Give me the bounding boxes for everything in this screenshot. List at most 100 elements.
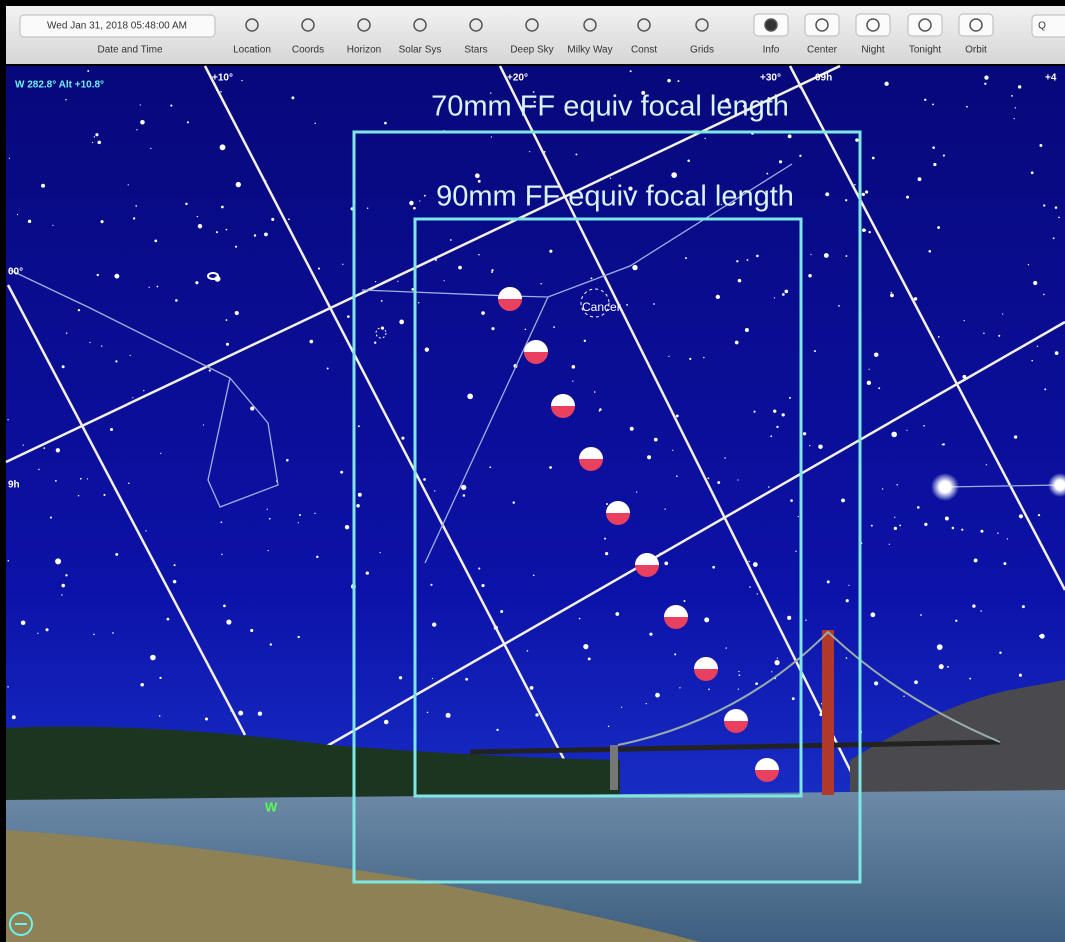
moon[interactable] (755, 758, 779, 782)
star (444, 280, 445, 281)
star (687, 159, 690, 162)
star (461, 485, 466, 490)
star (776, 426, 778, 428)
button-label: Night (861, 45, 885, 56)
star (583, 644, 588, 649)
star (854, 184, 855, 185)
star (195, 281, 198, 284)
star (980, 610, 982, 612)
star (93, 634, 95, 636)
star (299, 514, 301, 516)
star (1055, 206, 1058, 209)
star (61, 584, 65, 588)
star (530, 686, 534, 690)
button-label: Location (233, 45, 271, 56)
star (525, 329, 527, 331)
star (291, 96, 294, 99)
moon[interactable] (694, 657, 718, 681)
grid-label: +10° (212, 73, 233, 84)
search-field[interactable] (1032, 15, 1065, 37)
star (489, 466, 491, 468)
star (943, 155, 945, 157)
star (825, 192, 829, 196)
moon[interactable] (551, 394, 575, 418)
toolbar-button[interactable]: Center (805, 14, 839, 56)
star (130, 355, 131, 356)
moon[interactable] (724, 709, 748, 733)
moon[interactable] (664, 605, 688, 629)
star (862, 193, 865, 196)
toolbar-button[interactable]: Tonight (908, 14, 942, 56)
star (399, 676, 402, 679)
star (56, 448, 60, 452)
star (599, 408, 602, 411)
star (424, 195, 426, 197)
button-label: Tonight (909, 45, 941, 56)
star (803, 432, 806, 435)
star (175, 299, 178, 302)
star (366, 571, 369, 574)
star (235, 311, 239, 315)
star (314, 123, 315, 124)
star (671, 172, 677, 178)
object-label[interactable]: Cancer (582, 300, 621, 314)
star (43, 447, 45, 449)
star (38, 469, 39, 470)
star (845, 255, 847, 257)
star (1037, 346, 1038, 347)
star (87, 478, 88, 479)
star (41, 184, 45, 188)
star (314, 513, 315, 514)
star (154, 240, 157, 243)
star (226, 619, 231, 624)
star (672, 450, 673, 451)
star (309, 340, 313, 344)
star (115, 553, 118, 556)
star (7, 686, 8, 687)
star (1019, 514, 1023, 518)
star (792, 697, 795, 700)
star (159, 677, 161, 679)
moon[interactable] (606, 501, 630, 525)
star (738, 279, 742, 283)
moon[interactable] (524, 340, 548, 364)
star (724, 457, 725, 458)
star (316, 556, 318, 558)
moon[interactable] (498, 287, 522, 311)
star (136, 129, 137, 130)
star (423, 478, 426, 481)
star (1002, 313, 1003, 314)
star (66, 333, 67, 334)
star (704, 617, 709, 622)
star (896, 484, 897, 485)
star (270, 643, 272, 645)
star (491, 136, 492, 137)
star (140, 120, 145, 125)
star (205, 718, 208, 721)
star (491, 269, 493, 271)
star (674, 653, 676, 655)
star (869, 369, 870, 370)
star (226, 343, 229, 346)
star (150, 148, 151, 149)
moon[interactable] (635, 553, 659, 577)
button-face (856, 14, 890, 36)
star (782, 413, 785, 416)
star (1038, 514, 1040, 516)
star (156, 286, 158, 288)
star (824, 253, 829, 258)
moon[interactable] (579, 447, 603, 471)
star (621, 707, 622, 708)
star (748, 561, 749, 562)
button-label: Coords (292, 45, 324, 56)
star (481, 584, 484, 587)
star (771, 671, 772, 672)
star (1039, 144, 1042, 147)
star (939, 664, 944, 669)
star (132, 397, 133, 398)
star (430, 584, 432, 586)
star (655, 693, 660, 698)
star (140, 683, 144, 687)
star (932, 103, 934, 105)
star (668, 356, 669, 357)
